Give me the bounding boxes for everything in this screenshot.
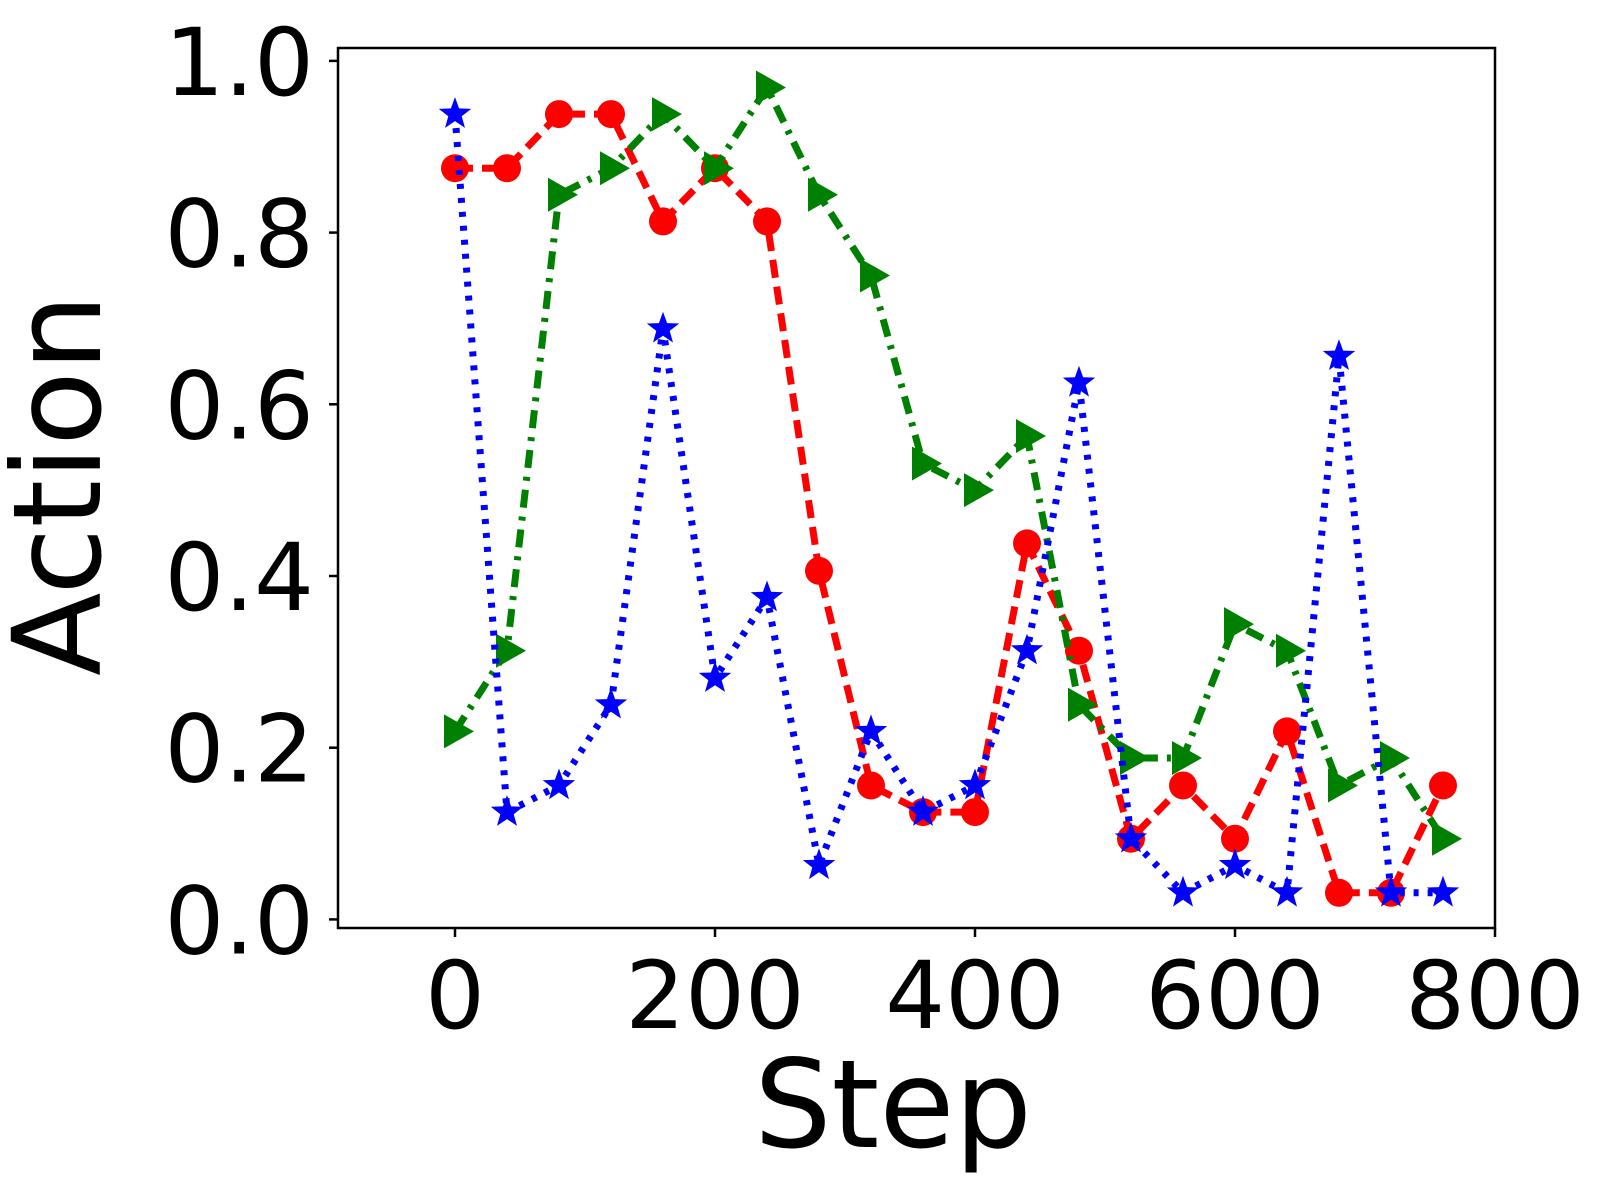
data-point-triangle-right-4 <box>652 97 682 132</box>
data-point-star-15 <box>1218 848 1252 880</box>
data-point-star-0 <box>438 97 472 128</box>
data-point-circle-4 <box>649 207 677 236</box>
data-point-star-11 <box>1010 633 1044 665</box>
series-line-circle <box>455 110 1447 897</box>
ticks-layer: 0 200 400 600 800 0.0 0.2 0.4 0.6 0.8 1.0 <box>165 9 1585 1051</box>
data-point-circle-7 <box>805 556 833 585</box>
data-point-triangle-right-19 <box>1432 821 1462 856</box>
data-point-triangle-right-6 <box>756 70 786 105</box>
data-point-star-14 <box>1166 875 1200 907</box>
data-point-circle-6 <box>753 207 781 236</box>
data-point-star-4 <box>646 311 680 343</box>
data-point-circle-1 <box>493 154 521 183</box>
y-tick-label: 0.4 <box>165 524 315 633</box>
data-point-circle-3 <box>597 100 625 129</box>
data-point-triangle-right-14 <box>1172 741 1202 776</box>
data-point-triangle-right-2 <box>548 177 578 212</box>
axes-frame-layer <box>336 46 1497 930</box>
axes-frame <box>336 46 1497 930</box>
x-tick-label: 600 <box>1145 942 1324 1051</box>
y-tick-label: 0.0 <box>165 867 315 976</box>
data-point-triangle-right-12 <box>1068 687 1098 722</box>
y-tick-label: 0.6 <box>165 352 315 461</box>
x-tick-label: 200 <box>625 942 804 1051</box>
data-point-circle-14 <box>1169 771 1197 800</box>
data-point-circle-16 <box>1273 717 1301 746</box>
data-point-star-18 <box>1374 875 1408 907</box>
data-point-circle-15 <box>1221 824 1249 853</box>
data-point-star-19 <box>1426 875 1460 907</box>
data-point-star-7 <box>802 848 836 880</box>
data-point-triangle-right-7 <box>808 177 838 212</box>
data-point-triangle-right-10 <box>964 473 994 508</box>
data-point-triangle-right-0 <box>444 714 474 749</box>
data-point-triangle-right-3 <box>600 151 630 186</box>
data-point-star-9 <box>906 795 940 826</box>
x-tick-label: 800 <box>1405 942 1584 1051</box>
data-point-triangle-right-15 <box>1224 607 1254 642</box>
data-point-circle-2 <box>545 100 573 129</box>
y-axis-label: Action <box>0 294 129 676</box>
data-point-circle-0 <box>441 154 469 183</box>
x-tick-label: 0 <box>425 942 485 1051</box>
data-point-triangle-right-1 <box>496 633 526 668</box>
data-point-star-16 <box>1270 875 1304 907</box>
series-line-star <box>451 113 1443 897</box>
series-circle <box>441 100 1457 907</box>
y-tick-label: 0.2 <box>165 696 315 805</box>
data-point-circle-19 <box>1429 771 1457 800</box>
data-point-star-2 <box>542 768 576 800</box>
data-point-star-12 <box>1062 365 1096 397</box>
data-point-triangle-right-9 <box>912 446 942 481</box>
data-point-star-8 <box>854 714 888 746</box>
data-point-triangle-right-13 <box>1120 741 1150 776</box>
y-tick-label: 1.0 <box>165 9 315 118</box>
data-point-star-3 <box>594 687 628 719</box>
data-point-star-13 <box>1114 821 1148 853</box>
data-point-circle-8 <box>857 771 885 800</box>
data-point-triangle-right-11 <box>1016 419 1046 454</box>
data-point-triangle-right-18 <box>1380 741 1410 776</box>
series-triangle-right <box>444 70 1462 856</box>
y-tick-label: 0.8 <box>165 181 315 290</box>
data-point-circle-10 <box>961 798 989 827</box>
x-axis-label: Step <box>754 1034 1032 1176</box>
data-point-star-17 <box>1322 339 1356 370</box>
data-point-circle-11 <box>1013 529 1041 558</box>
series-star <box>438 97 1460 907</box>
data-point-star-10 <box>958 768 992 800</box>
data-point-triangle-right-5 <box>704 151 734 186</box>
data-point-star-5 <box>698 661 732 692</box>
data-point-triangle-right-17 <box>1328 768 1358 803</box>
data-point-star-6 <box>750 580 784 612</box>
data-point-triangle-right-8 <box>860 258 890 293</box>
x-tick-label: 400 <box>885 942 1064 1051</box>
data-point-circle-17 <box>1325 878 1353 907</box>
data-point-triangle-right-16 <box>1276 633 1306 668</box>
plot-layer <box>438 70 1462 907</box>
data-point-star-1 <box>490 795 524 826</box>
